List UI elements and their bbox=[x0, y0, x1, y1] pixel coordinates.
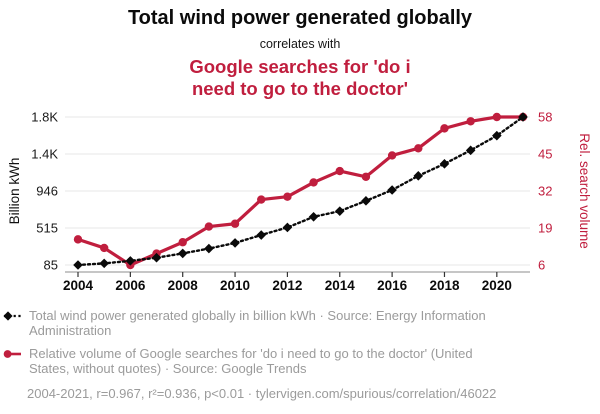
main-title: Total wind power generated globally bbox=[127, 7, 473, 29]
x-tick-label: 2016 bbox=[377, 278, 408, 293]
wind-series-point bbox=[413, 171, 424, 181]
wind-series-point bbox=[125, 256, 136, 266]
wind-series-point bbox=[387, 185, 397, 195]
left-tick-label: 1.4K bbox=[31, 147, 58, 162]
wind-series-point bbox=[492, 130, 502, 141]
search-series-point bbox=[178, 238, 187, 247]
left-axis-title: Billion kWh bbox=[7, 158, 22, 225]
search-series-line bbox=[76, 115, 525, 267]
search-series-point bbox=[492, 112, 502, 122]
right-tick-label: 45 bbox=[538, 147, 552, 162]
wind-series-point bbox=[230, 238, 240, 248]
wind-series-point bbox=[151, 252, 162, 263]
wind-series-point bbox=[439, 159, 450, 169]
wind-series-point bbox=[518, 112, 528, 122]
wind-series-point bbox=[73, 260, 83, 270]
chart-svg: 1.8K 58 1.4K 45 946 32 515 19 85 6 2004 2006 2008 201… bbox=[7, 110, 592, 294]
x-tick-label: 2020 bbox=[482, 278, 512, 293]
right-tick-label: 19 bbox=[538, 221, 552, 236]
wind-series-marker-icon bbox=[3, 311, 23, 321]
wind-series-point bbox=[177, 248, 188, 259]
right-tick-label: 6 bbox=[538, 258, 545, 273]
legend-item-search-label: Relative volume of Google searches for '… bbox=[29, 346, 473, 376]
left-tick-label: 1.8K bbox=[31, 110, 58, 125]
legend-item-wind-label: Total wind power generated globally in b… bbox=[29, 308, 486, 338]
wind-series-point bbox=[99, 258, 109, 269]
wind-series-point bbox=[256, 230, 267, 240]
left-tick-label: 515 bbox=[36, 221, 58, 236]
stats-footer: 2004-2021, r=0.967, r²=0.936, p<0.01 · t… bbox=[27, 386, 497, 401]
left-tick-label: 85 bbox=[44, 258, 58, 273]
search-series-point bbox=[230, 219, 240, 228]
search-series-point bbox=[309, 178, 318, 187]
search-series-point bbox=[387, 151, 397, 160]
x-tick-label: 2006 bbox=[115, 278, 146, 293]
search-series-point bbox=[283, 192, 292, 201]
x-tick-label: 2012 bbox=[272, 278, 302, 293]
search-series-point bbox=[414, 144, 423, 153]
wind-series-point bbox=[282, 222, 293, 233]
wind-series-point bbox=[308, 212, 319, 222]
chart-legend: Total wind power generated globally in b… bbox=[3, 308, 595, 401]
legend-item-wind: Total wind power generated globally in b… bbox=[3, 308, 595, 338]
red-title-line-1: Google searches for 'do i bbox=[189, 56, 411, 77]
search-series-point bbox=[257, 195, 266, 204]
red-title-line-2: need to go to the doctor' bbox=[191, 78, 409, 99]
x-tick-label: 2018 bbox=[429, 278, 460, 293]
left-tick-label: 946 bbox=[36, 184, 58, 199]
x-tick-label: 2008 bbox=[168, 278, 199, 293]
right-axis-title: Rel. search volume bbox=[577, 133, 592, 249]
search-series-marker-icon bbox=[3, 350, 21, 358]
wind-series-point bbox=[204, 243, 214, 254]
wind-series-line bbox=[76, 115, 525, 267]
x-tick-label: 2014 bbox=[325, 278, 356, 293]
x-tick-label: 2010 bbox=[220, 278, 250, 293]
legend-item-search: Relative volume of Google searches for '… bbox=[3, 346, 595, 376]
search-series-point bbox=[440, 124, 449, 133]
red-title: Google searches for 'do i need to go to … bbox=[0, 56, 600, 100]
connector-text: correlates with bbox=[259, 37, 341, 51]
wind-series-point bbox=[334, 206, 345, 216]
search-series-point bbox=[335, 166, 344, 176]
search-series-point bbox=[466, 117, 475, 126]
wind-series-point bbox=[361, 196, 371, 206]
right-tick-label: 58 bbox=[538, 110, 552, 125]
search-series-point bbox=[73, 235, 83, 244]
chart-header: Total wind power generated globally corr… bbox=[0, 0, 600, 100]
search-series-point bbox=[99, 243, 109, 253]
search-series-point bbox=[204, 222, 214, 231]
search-series-point bbox=[361, 172, 371, 181]
right-tick-label: 32 bbox=[538, 184, 552, 199]
x-tick-label: 2004 bbox=[63, 278, 94, 293]
